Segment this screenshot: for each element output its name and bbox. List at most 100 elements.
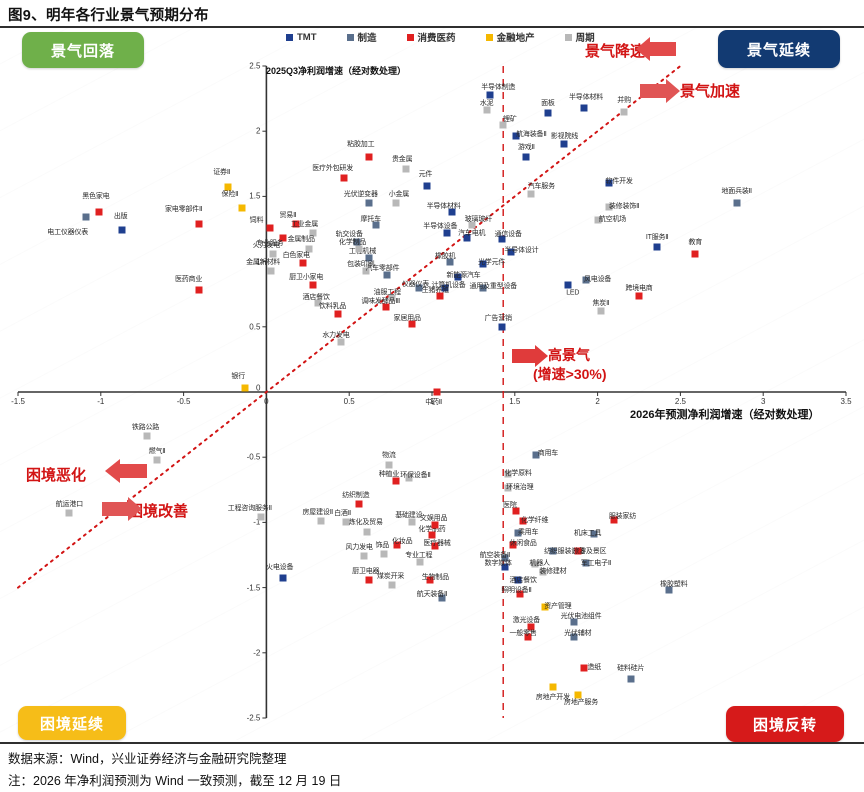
data-point[interactable] [423, 182, 431, 190]
data-point[interactable] [479, 284, 487, 292]
data-point[interactable] [355, 245, 363, 253]
data-point[interactable] [279, 234, 287, 242]
data-point[interactable] [483, 106, 491, 114]
data-point[interactable] [574, 691, 582, 699]
data-point[interactable] [392, 199, 400, 207]
data-point[interactable] [342, 518, 350, 526]
data-point[interactable] [340, 174, 348, 182]
data-point[interactable] [438, 594, 446, 602]
data-point[interactable] [570, 618, 578, 625]
data-point[interactable] [309, 281, 317, 289]
data-point[interactable] [512, 507, 520, 515]
data-point[interactable] [224, 183, 232, 191]
quadrant-label-top-left[interactable]: 景气回落 [22, 32, 144, 68]
quadrant-label-bottom-right[interactable]: 困境反转 [726, 706, 844, 742]
data-point[interactable] [620, 108, 628, 116]
data-point[interactable] [532, 451, 540, 459]
data-point[interactable] [527, 190, 535, 198]
data-point[interactable] [266, 224, 274, 232]
data-point[interactable] [605, 203, 613, 211]
data-point[interactable] [433, 388, 441, 396]
data-point[interactable] [363, 528, 371, 536]
data-point[interactable] [514, 529, 522, 537]
data-point[interactable] [501, 563, 509, 571]
data-point[interactable] [504, 484, 512, 492]
data-point[interactable] [479, 260, 487, 268]
data-point[interactable] [653, 243, 661, 251]
data-point[interactable] [541, 603, 549, 611]
data-point[interactable] [365, 199, 373, 207]
data-point[interactable] [238, 204, 246, 212]
data-point[interactable] [392, 477, 400, 485]
data-point[interactable] [610, 516, 618, 524]
data-point[interactable] [539, 568, 547, 576]
data-point[interactable] [241, 384, 249, 392]
data-point[interactable] [691, 250, 699, 258]
data-point[interactable] [498, 235, 506, 243]
data-point[interactable] [362, 267, 370, 275]
data-point[interactable] [582, 276, 590, 284]
data-point[interactable] [605, 179, 613, 187]
data-point[interactable] [82, 213, 90, 221]
data-point[interactable] [512, 132, 520, 140]
data-point[interactable] [118, 226, 126, 234]
data-point[interactable] [516, 590, 524, 598]
data-point[interactable] [415, 284, 423, 292]
data-point[interactable] [463, 234, 471, 242]
quadrant-label-top-right[interactable]: 景气延续 [718, 30, 840, 68]
data-point[interactable] [279, 574, 287, 582]
data-point[interactable] [65, 509, 73, 517]
data-point[interactable] [426, 576, 434, 584]
data-point[interactable] [365, 576, 373, 584]
data-point[interactable] [388, 294, 396, 302]
data-point[interactable] [436, 292, 444, 299]
data-point[interactable] [365, 153, 373, 161]
data-point[interactable] [441, 284, 449, 292]
data-point[interactable] [360, 552, 368, 560]
data-point[interactable] [408, 320, 416, 328]
data-point[interactable] [519, 517, 527, 525]
data-point[interactable] [416, 558, 424, 566]
data-point[interactable] [448, 208, 456, 216]
data-point[interactable] [560, 140, 568, 148]
data-point[interactable] [402, 165, 409, 173]
data-point[interactable] [95, 208, 103, 216]
data-point[interactable] [443, 229, 451, 237]
data-point[interactable] [365, 254, 373, 262]
data-point[interactable] [355, 500, 363, 508]
data-point[interactable] [594, 216, 602, 224]
data-point[interactable] [385, 461, 393, 469]
quadrant-label-bottom-left[interactable]: 困境延续 [18, 706, 126, 740]
data-point[interactable] [431, 521, 439, 529]
data-point[interactable] [627, 675, 635, 683]
data-point[interactable] [509, 541, 517, 549]
data-point[interactable] [446, 258, 454, 266]
data-point[interactable] [597, 307, 605, 315]
data-point[interactable] [380, 550, 388, 558]
data-point[interactable] [531, 560, 539, 568]
data-point[interactable] [570, 633, 578, 641]
data-point[interactable] [580, 104, 588, 112]
data-point[interactable] [527, 623, 535, 631]
data-point[interactable] [408, 518, 416, 526]
data-point[interactable] [504, 470, 512, 478]
data-point[interactable] [143, 432, 151, 440]
data-point[interactable] [486, 91, 494, 99]
data-point[interactable] [582, 559, 590, 567]
data-point[interactable] [574, 547, 582, 555]
data-point[interactable] [507, 248, 515, 256]
data-point[interactable] [498, 323, 506, 331]
data-point[interactable] [382, 303, 390, 311]
data-point[interactable] [314, 299, 322, 307]
data-point[interactable] [257, 513, 265, 521]
data-point[interactable] [549, 547, 557, 555]
data-point[interactable] [388, 581, 396, 589]
data-point[interactable] [383, 271, 391, 279]
data-point[interactable] [334, 310, 342, 318]
data-point[interactable] [267, 267, 275, 275]
data-point[interactable] [501, 554, 509, 562]
data-point[interactable] [549, 683, 557, 691]
data-point[interactable] [468, 221, 476, 229]
data-point[interactable] [428, 531, 436, 539]
data-point[interactable] [195, 220, 202, 228]
